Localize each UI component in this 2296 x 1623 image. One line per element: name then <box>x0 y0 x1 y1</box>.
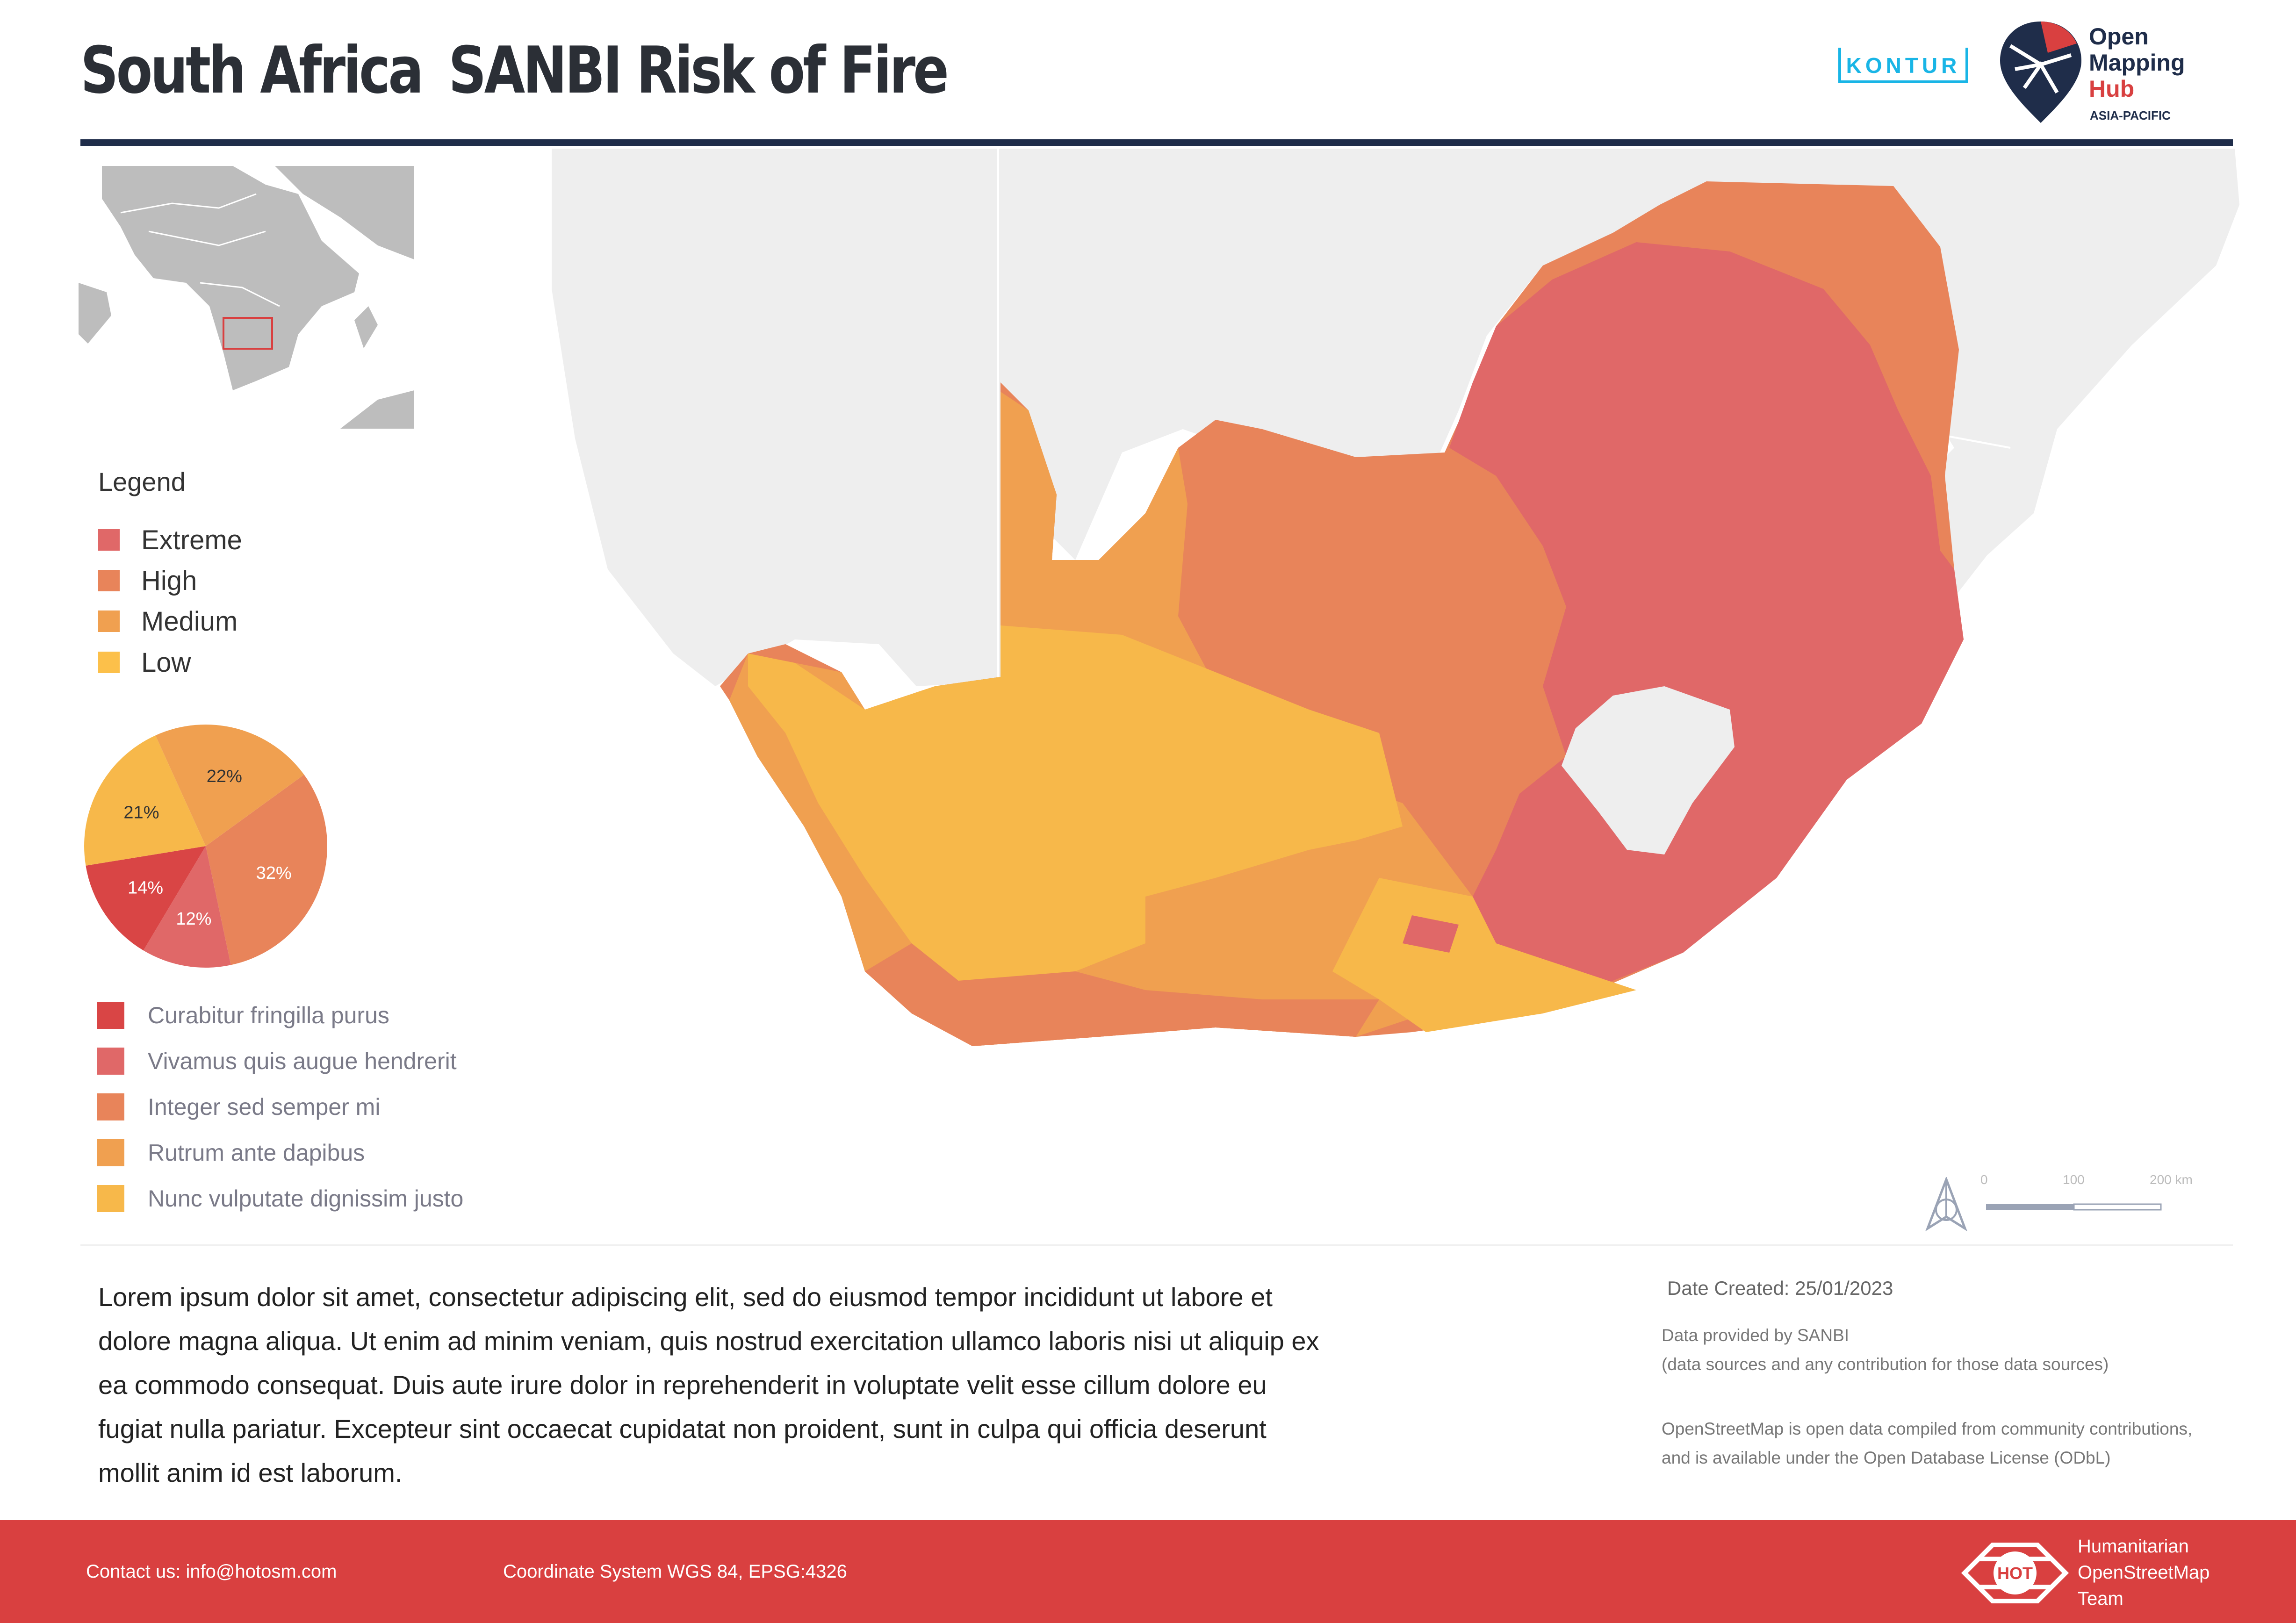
pie-slice-label: 32% <box>256 863 292 883</box>
date-created: Date Created: 25/01/2023 <box>1667 1277 1893 1299</box>
pie-slice-label: 14% <box>128 878 163 898</box>
region-low-south <box>1332 878 1636 1032</box>
legend-item-high: High <box>98 565 197 596</box>
legend-label: High <box>141 565 197 596</box>
pie-slice <box>206 775 327 965</box>
pie-slice <box>155 725 304 846</box>
pie-legend-item: Curabitur fringilla purus <box>97 999 389 1031</box>
footer-bar <box>0 1520 2296 1623</box>
pie-legend-swatch <box>97 1139 124 1166</box>
pie-legend-item: Rutrum ante dapibus <box>97 1137 365 1169</box>
osm-note: OpenStreetMap is open data compiled from… <box>1662 1419 2193 1467</box>
omh-logo-text: Open Mapping Hub <box>2089 23 2185 102</box>
scale-label-100: 100 <box>2063 1172 2085 1187</box>
omh-logo-icon <box>2000 22 2081 123</box>
pie-legend-swatch <box>97 1185 124 1212</box>
data-note: (data sources and any contribution for t… <box>1662 1355 2109 1374</box>
region-high-southwest <box>865 943 1379 1046</box>
pie-legend-swatch <box>97 1048 124 1075</box>
pie-legend-label: Curabitur fringilla purus <box>148 1002 389 1028</box>
pie-legend-label: Nunc vulputate dignissim justo <box>148 1185 464 1212</box>
omh-line3: Hub <box>2089 76 2135 102</box>
region-low <box>748 625 1403 981</box>
region-extreme-spots <box>1403 915 1459 953</box>
legend-label: Low <box>141 647 191 678</box>
legend-swatch <box>98 570 120 591</box>
pie-legend-swatch <box>97 1093 124 1120</box>
scale-bar <box>1986 1203 2162 1211</box>
hot-badge-text: HOT <box>1997 1564 2033 1583</box>
kontur-logo: KONTUR <box>1838 48 1968 83</box>
inset-locator-map <box>79 166 414 429</box>
north-arrow-icon <box>1925 1177 1967 1232</box>
data-provider: Data provided by SANBI <box>1662 1326 1850 1345</box>
omh-line1: Open <box>2089 23 2149 50</box>
pie-slice-label: 12% <box>176 909 211 929</box>
scale-label-0: 0 <box>1980 1172 1988 1187</box>
pie-legend-swatch <box>97 1002 124 1029</box>
mozambique-land <box>1959 289 2057 438</box>
hot-logo-icon: HOT <box>1961 1543 2069 1603</box>
pie-chart: 32% 12% 14% 21% 22% <box>84 725 327 968</box>
pie-slice-label: 22% <box>207 767 242 786</box>
section-divider <box>80 1244 2233 1246</box>
omh-region: ASIA-PACIFIC <box>2090 108 2171 122</box>
pie-legend-label: Vivamus quis augue hendrerit <box>148 1048 457 1074</box>
legend-swatch <box>98 610 120 632</box>
pie-legend-item: Integer sed semper mi <box>97 1091 380 1123</box>
hot-line2: OpenStreetMap <box>2078 1562 2210 1583</box>
pie-slice <box>143 846 231 968</box>
page-title: South Africa SANBI Risk of Fire <box>80 33 949 108</box>
hot-line1: Humanitarian <box>2078 1536 2189 1557</box>
title-main: South Africa <box>80 33 424 108</box>
pie-legend-item: Nunc vulputate dignissim justo <box>97 1183 463 1214</box>
kontur-logo-underline <box>1838 80 1968 83</box>
legend-item-extreme: Extreme <box>98 524 242 555</box>
hot-team-text: Humanitarian OpenStreetMap Team <box>2078 1533 2210 1612</box>
legend-swatch <box>98 529 120 551</box>
legend-title: Legend <box>98 467 186 496</box>
legend-item-medium: Medium <box>98 606 238 637</box>
header-rule <box>80 139 2233 146</box>
description-text: Lorem ipsum dolor sit amet, consectetur … <box>98 1282 1319 1487</box>
pie-slice <box>86 846 206 951</box>
legend-item-low: Low <box>98 647 191 678</box>
pie-legend-label: Integer sed semper mi <box>148 1094 381 1120</box>
legend-swatch <box>98 652 120 673</box>
omh-line2: Mapping <box>2089 50 2185 76</box>
pie-legend-item: Vivamus quis augue hendrerit <box>97 1045 457 1077</box>
lesotho <box>1562 686 1735 855</box>
region-extreme-east <box>1449 242 1964 1013</box>
scale-label-200: 200 km <box>2150 1172 2193 1187</box>
fire-risk-map[interactable] <box>0 149 2296 1242</box>
title-sub: SANBI Risk of Fire <box>448 33 949 108</box>
hot-line3: Team <box>2078 1588 2123 1609</box>
contact-text: Contact us: info@hotosm.com <box>86 1561 337 1582</box>
crs-text: Coordinate System WGS 84, EPSG:4326 <box>503 1561 847 1582</box>
legend-label: Medium <box>141 606 238 637</box>
legend-label: Extreme <box>141 524 242 555</box>
pie-slice-label: 21% <box>123 803 159 822</box>
pie-legend-label: Rutrum ante dapibus <box>148 1140 365 1166</box>
pie-slice <box>84 735 206 866</box>
